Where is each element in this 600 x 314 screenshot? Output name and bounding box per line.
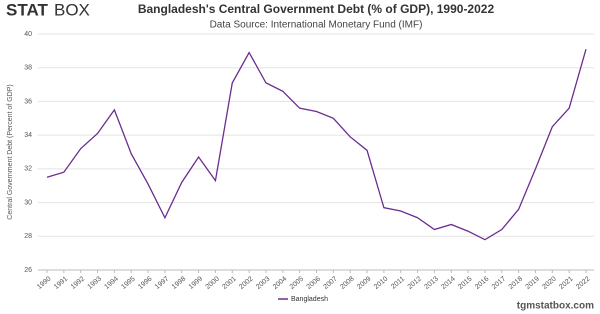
x-tick-label: 2009 bbox=[356, 276, 373, 291]
y-axis-label: Central Government Debt (Percent of GDP) bbox=[7, 84, 14, 219]
y-tick-label: 34 bbox=[24, 132, 32, 139]
x-tick-label: 2022 bbox=[575, 276, 592, 291]
y-tick-label: 28 bbox=[24, 233, 32, 240]
chart-title: Bangladesh's Central Government Debt (% … bbox=[138, 2, 495, 16]
x-tick-label: 2012 bbox=[407, 276, 424, 291]
x-tick-label: 1990 bbox=[36, 276, 53, 291]
chart-subtitle: Data Source: International Monetary Fund… bbox=[210, 20, 423, 31]
x-tick-label: 2018 bbox=[508, 276, 525, 291]
x-tick-label: 1995 bbox=[120, 276, 137, 291]
y-tick-label: 36 bbox=[24, 98, 32, 105]
x-tick-label: 2017 bbox=[491, 276, 508, 291]
y-tick-label: 38 bbox=[24, 65, 32, 72]
x-tick-label: 2008 bbox=[339, 276, 356, 291]
y-tick-label: 26 bbox=[24, 267, 32, 274]
legend-label: Bangladesh bbox=[291, 296, 328, 303]
x-tick-label: 2015 bbox=[457, 276, 474, 291]
x-tick-label: 2000 bbox=[204, 276, 221, 291]
x-tick-label: 2011 bbox=[390, 276, 406, 291]
x-tick-label: 2005 bbox=[289, 276, 306, 291]
y-tick-label: 32 bbox=[24, 166, 32, 173]
x-tick-label: 2002 bbox=[238, 276, 255, 291]
logo-light: BOX bbox=[54, 0, 90, 19]
logo-bold: STAT bbox=[6, 0, 48, 19]
y-tick-label: 30 bbox=[24, 199, 32, 206]
x-tick-label: 1993 bbox=[87, 276, 104, 291]
x-tick-label: 1997 bbox=[154, 276, 171, 291]
x-tick-label: 1991 bbox=[53, 276, 70, 291]
x-tick-label: 2006 bbox=[306, 276, 323, 291]
y-tick-label: 40 bbox=[24, 31, 32, 38]
x-tick-label: 2014 bbox=[440, 276, 457, 291]
x-tick-label: 1996 bbox=[137, 276, 154, 291]
x-tick-label: 2013 bbox=[423, 276, 440, 291]
x-tick-label: 1992 bbox=[70, 276, 87, 291]
data-line bbox=[46, 48, 587, 241]
x-tick-label: 2003 bbox=[255, 276, 272, 291]
x-tick-label: 1998 bbox=[171, 276, 188, 291]
x-tick-label: 1994 bbox=[103, 276, 120, 291]
x-tick-label: 2021 bbox=[558, 276, 575, 291]
x-tick-label: 2020 bbox=[541, 276, 558, 291]
x-tick-label: 2019 bbox=[525, 276, 542, 291]
x-tick-label: 2007 bbox=[322, 276, 339, 291]
x-tick-label: 2004 bbox=[272, 276, 289, 291]
x-tick-label: 2001 bbox=[221, 276, 238, 291]
watermark: tgmstatbox.com bbox=[517, 301, 594, 312]
x-tick-label: 2016 bbox=[474, 276, 491, 291]
x-tick-label: 2010 bbox=[373, 276, 390, 291]
x-tick-label: 1999 bbox=[188, 276, 205, 291]
